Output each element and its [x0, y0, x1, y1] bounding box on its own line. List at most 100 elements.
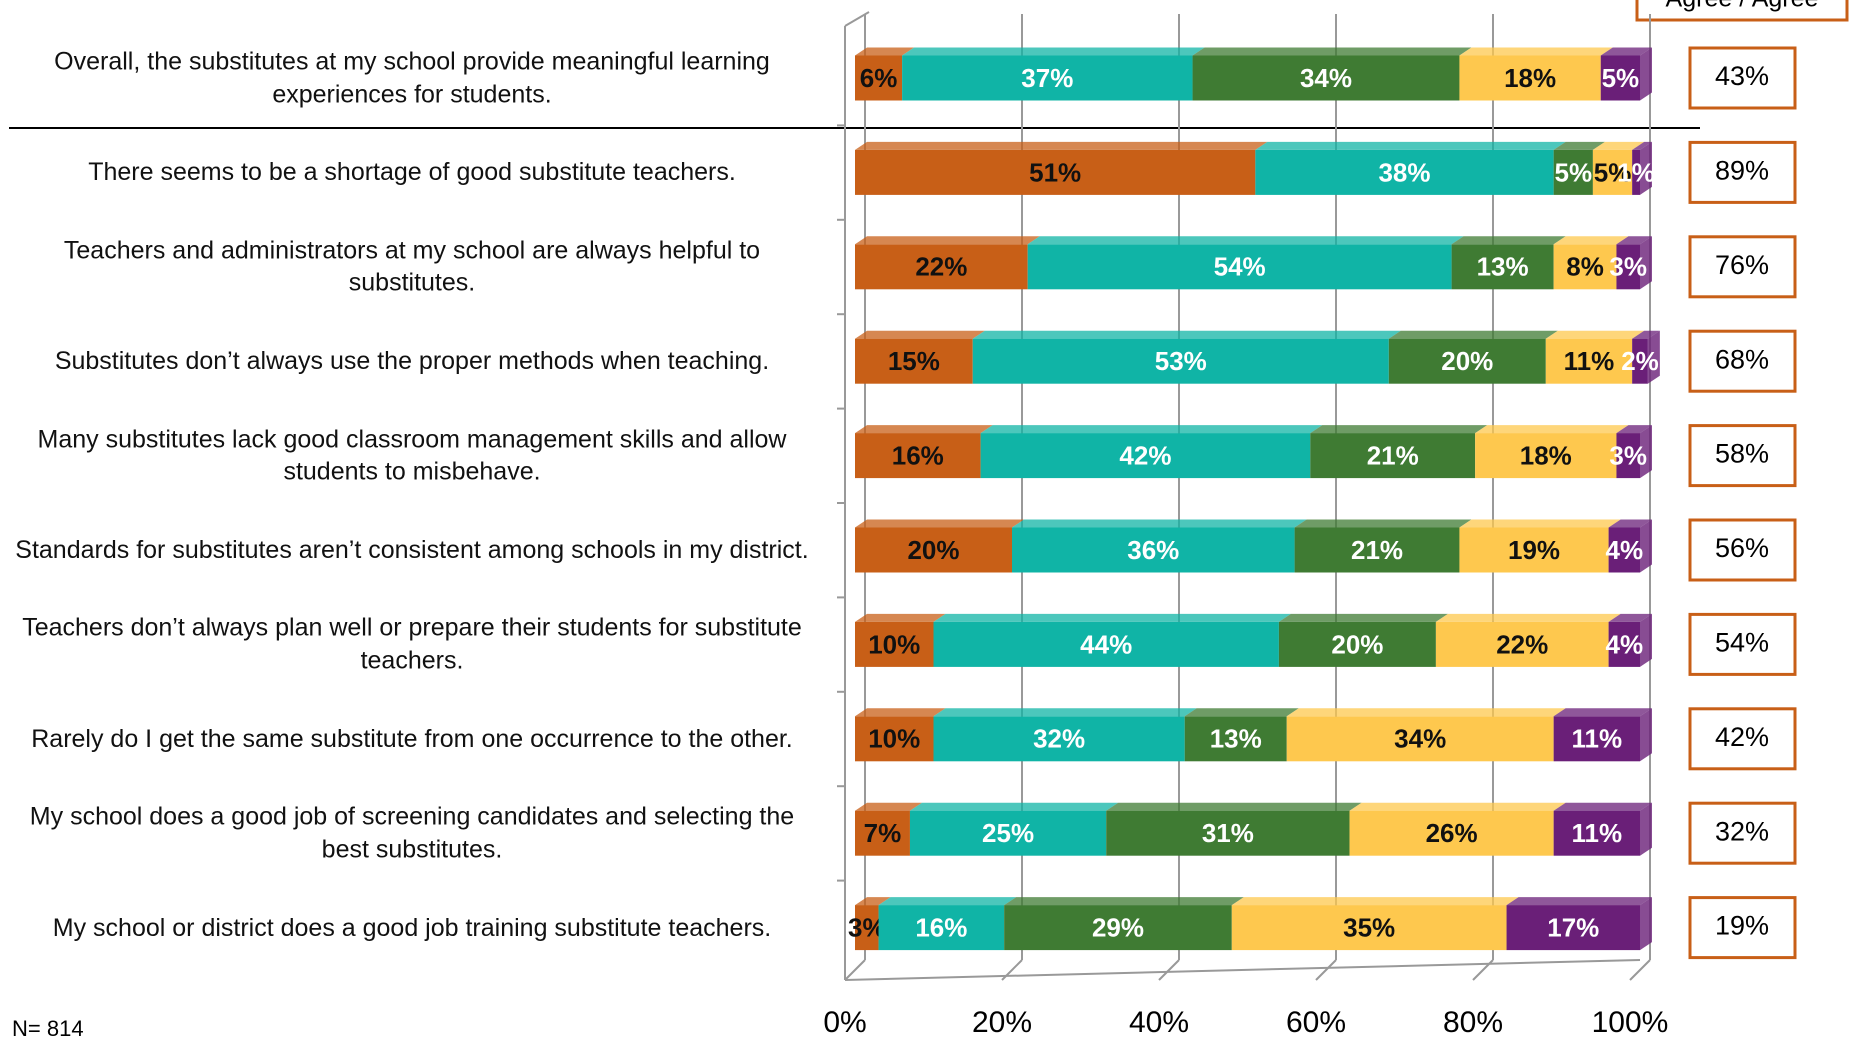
note: N= 814 [12, 1016, 84, 1041]
bar-top [1310, 425, 1488, 434]
data-label: 8% [1566, 252, 1604, 282]
data-label: 10% [868, 724, 920, 754]
bar-top [878, 897, 1017, 906]
data-label: 35% [1343, 912, 1395, 942]
data-label: 21% [1367, 440, 1419, 470]
bar-top [1294, 519, 1472, 528]
bar-side [1640, 141, 1652, 195]
bar-side [1640, 519, 1652, 573]
bar-top [972, 330, 1401, 339]
data-label: 20% [1441, 346, 1493, 376]
bar-top [1012, 519, 1307, 528]
bar-segment [855, 338, 973, 384]
data-label: 16% [892, 440, 944, 470]
bar-top [933, 613, 1291, 622]
data-label: 44% [1080, 629, 1132, 659]
bar-segment [1278, 621, 1436, 667]
header-box [1635, 0, 1849, 22]
data-label: 5% [1602, 63, 1640, 93]
bar-top [855, 613, 946, 622]
bar-segment [980, 433, 1311, 479]
x-tick-label: 100% [1592, 1006, 1669, 1039]
bar-segment [1231, 905, 1507, 951]
bar-segment [1349, 810, 1554, 856]
data-label: 53% [1155, 346, 1207, 376]
bar-segment [855, 527, 1012, 573]
agree-total: 54% [1715, 628, 1769, 658]
tick-mark [1158, 959, 1180, 981]
tick-mark [1001, 959, 1023, 981]
bar-top [855, 236, 1040, 245]
bar-top [1435, 613, 1621, 622]
tick-mark [1315, 959, 1337, 981]
bar-top [1616, 236, 1652, 245]
bar-top [1451, 236, 1566, 245]
data-label: 26% [1426, 818, 1478, 848]
category-label: Many substitutes lack good classroom man… [37, 425, 787, 486]
bar-segment [855, 621, 934, 667]
category-label: Teachers don’t always plan well or prepa… [22, 613, 802, 675]
category-label: Overall, the substitutes at my school pr… [54, 47, 770, 109]
data-label: 3% [1609, 252, 1647, 282]
bar-segment [1553, 716, 1640, 762]
bar-segment [1459, 55, 1601, 101]
data-label: 6% [860, 63, 898, 93]
axis-line [844, 959, 1641, 981]
agree-total: 89% [1715, 156, 1769, 186]
bar-top [855, 425, 993, 434]
data-label: 32% [1033, 724, 1085, 754]
bar-top [1027, 236, 1464, 245]
agree-box [1688, 424, 1797, 488]
agree-box [1688, 612, 1797, 676]
bar-top [855, 47, 915, 56]
agree-total: 43% [1715, 61, 1769, 91]
data-label: 31% [1202, 818, 1254, 848]
bar-top [1592, 141, 1645, 150]
data-label: 34% [1300, 63, 1352, 93]
bar-top [1608, 613, 1652, 622]
category-label: There seems to be a shortage of good sub… [88, 158, 736, 187]
bar-segment [1459, 527, 1609, 573]
bar-side [1640, 708, 1652, 762]
data-label: 5% [1554, 157, 1592, 187]
agree-box [1688, 235, 1797, 299]
category-label: My school does a good job of screening c… [29, 802, 795, 864]
bar-segment [1506, 905, 1640, 951]
bar-segment [1435, 621, 1609, 667]
data-label: 17% [1547, 912, 1599, 942]
agree-box [1688, 140, 1797, 204]
data-label: 21% [1351, 535, 1403, 565]
data-label: 54% [1214, 252, 1266, 282]
data-label: 42% [1119, 440, 1171, 470]
bar-side [1640, 613, 1652, 667]
data-label: 36% [1127, 535, 1179, 565]
bar-top [855, 330, 985, 339]
bar-segment [1632, 149, 1640, 195]
data-label: 1% [1617, 157, 1655, 187]
bar-segment [1608, 527, 1640, 573]
bar-top [933, 708, 1197, 717]
data-label: 4% [1606, 535, 1644, 565]
data-label: 18% [1520, 440, 1572, 470]
category-label: Substitutes don’t always use the proper … [54, 346, 770, 375]
data-label: 5% [1594, 157, 1632, 187]
bar-segment [1632, 338, 1648, 384]
tick-mark [844, 959, 866, 981]
bar-top [1506, 897, 1652, 906]
bar-top [1553, 802, 1652, 811]
bar-top [1286, 708, 1566, 717]
bar-segment [1004, 905, 1232, 951]
bar-segment [902, 55, 1193, 101]
data-label: 13% [1210, 724, 1262, 754]
bar-segment [855, 55, 903, 101]
data-label: 22% [915, 252, 967, 282]
category-label: My school or district does a good job tr… [52, 913, 772, 942]
bar-top [1608, 519, 1652, 528]
data-label: 10% [868, 629, 920, 659]
bar-top [1600, 47, 1652, 56]
bar-top [855, 802, 922, 811]
data-label: 51% [1029, 157, 1081, 187]
bar-top [855, 141, 1268, 150]
